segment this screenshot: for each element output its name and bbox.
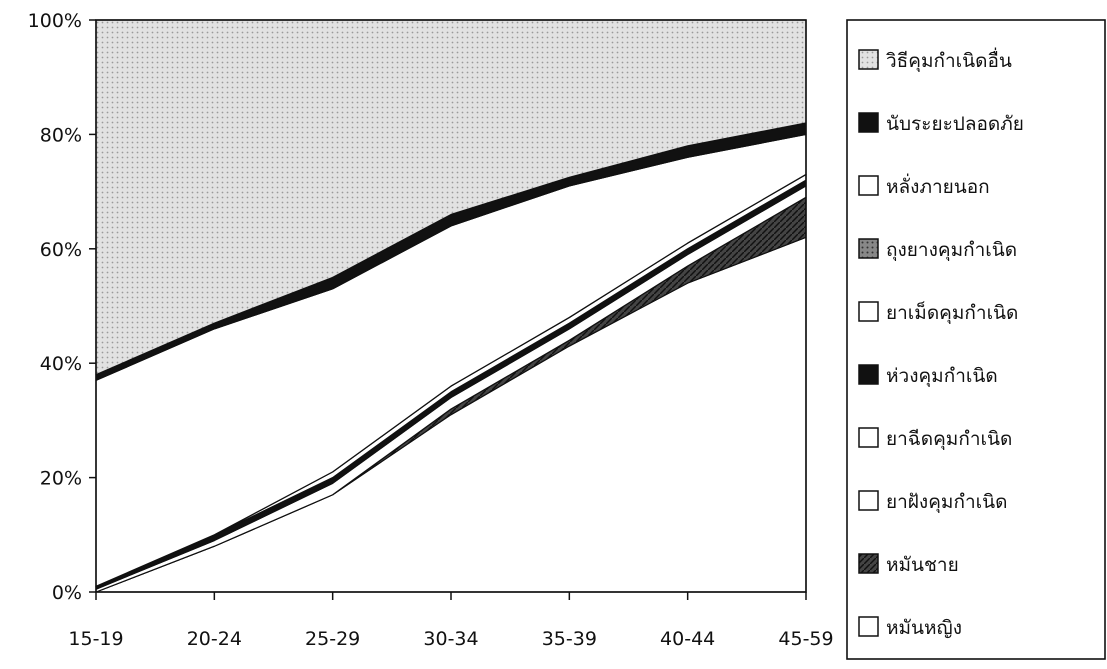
legend-swatch bbox=[858, 364, 879, 385]
legend: วิธีคุมกำเนิดอื่นนับระยะปลอดภัยหลั่งภายน… bbox=[846, 19, 1106, 660]
legend-swatch bbox=[858, 175, 879, 196]
plot-area bbox=[95, 19, 807, 593]
legend-swatch bbox=[858, 112, 879, 133]
y-tick-label: 60% bbox=[40, 239, 82, 261]
y-tick-label: 100% bbox=[28, 10, 82, 32]
legend-swatch bbox=[858, 49, 879, 70]
legend-entry-label: ห่วงคุมกำเนิด bbox=[886, 365, 998, 388]
x-tick-label: 30-34 bbox=[423, 628, 478, 650]
legend-swatch bbox=[858, 238, 879, 259]
legend-swatch bbox=[858, 553, 879, 574]
legend-swatch bbox=[858, 427, 879, 448]
legend-entry-label: ยาฉีดคุมกำเนิด bbox=[886, 428, 1012, 451]
legend-swatch bbox=[858, 490, 879, 511]
x-tick-label: 20-24 bbox=[187, 628, 242, 650]
legend-entry-label: ยาฝังคุมกำเนิด bbox=[886, 491, 1007, 514]
x-tick-label: 45-59 bbox=[778, 628, 833, 650]
legend-swatch bbox=[858, 301, 879, 322]
legend-entry-label: หลั่งภายนอก bbox=[886, 173, 990, 198]
x-tick-label: 25-29 bbox=[305, 628, 360, 650]
y-tick-label: 80% bbox=[40, 124, 82, 146]
x-tick-label: 35-39 bbox=[542, 628, 597, 650]
legend-entry-label: วิธีคุมกำเนิดอื่น bbox=[886, 47, 1012, 73]
x-tick-label: 40-44 bbox=[660, 628, 715, 650]
legend-entry-label: หมันชาย bbox=[886, 554, 959, 576]
y-tick-label: 0% bbox=[52, 582, 82, 604]
legend-swatch bbox=[858, 616, 879, 637]
legend-box bbox=[846, 19, 1106, 660]
legend-entry-label: นับระยะปลอดภัย bbox=[886, 113, 1024, 135]
legend-entry-label: หมันหญิง bbox=[886, 617, 962, 639]
axes: 0% 20% 40% 60% 80% 100% 15-19 20-24 25-29 30-34 35… bbox=[28, 10, 834, 650]
legend-entry-label: ยาเม็ดคุมกำเนิด bbox=[886, 300, 1018, 325]
y-tick-label: 20% bbox=[40, 468, 82, 490]
legend-entry-label: ถุงยางคุมกำเนิด bbox=[886, 239, 1017, 262]
x-tick-label: 15-19 bbox=[68, 628, 123, 650]
y-tick-label: 40% bbox=[40, 353, 82, 375]
